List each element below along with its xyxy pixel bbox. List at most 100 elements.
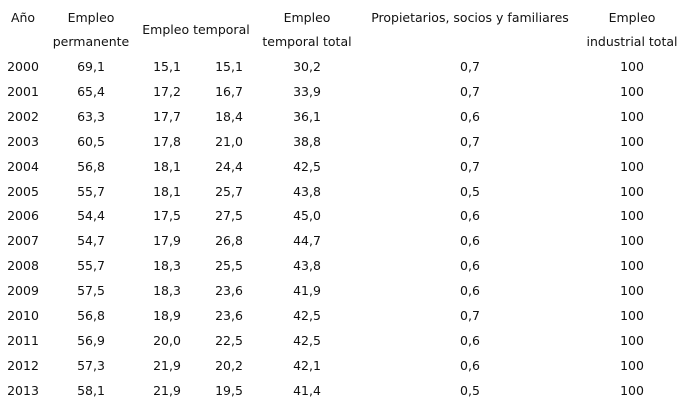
cell-temporary-total: 41,4 xyxy=(293,382,321,398)
cell-temporary-b: 25,7 xyxy=(215,183,243,199)
header-permanent-line2: permanente xyxy=(52,34,130,49)
cell-permanent: 69,1 xyxy=(77,59,105,74)
cell-owners: 0,6 xyxy=(460,283,480,299)
cell-temporary-b: 22,5 xyxy=(215,332,243,348)
cell-year: 2010 xyxy=(7,308,39,323)
cell-temporary-a: 17,5 xyxy=(153,208,181,224)
cell-temporary-total: 44,7 xyxy=(293,233,321,249)
cell-permanent: 56,8 xyxy=(77,308,105,323)
cell-temporary-b: 18,4 xyxy=(215,108,243,124)
cell-permanent: 56,9 xyxy=(77,332,105,348)
cell-temporary-b: 23,6 xyxy=(215,283,243,299)
header-year: Año xyxy=(10,10,36,25)
header-temporary: Empleo temporal xyxy=(142,22,250,37)
cell-year: 2006 xyxy=(7,208,39,224)
cell-temporary-a: 17,7 xyxy=(153,108,181,124)
cell-temporary-b: 19,5 xyxy=(215,382,243,398)
cell-temporary-b: 23,6 xyxy=(215,308,243,323)
cell-temporary-total: 30,2 xyxy=(293,59,321,74)
cell-temporary-a: 17,9 xyxy=(153,233,181,249)
cell-temporary-total: 43,8 xyxy=(293,258,321,274)
cell-permanent: 63,3 xyxy=(77,108,105,124)
cell-year: 2011 xyxy=(7,332,39,348)
cell-temporary-a: 15,1 xyxy=(153,59,181,74)
cell-temporary-total: 43,8 xyxy=(293,183,321,199)
cell-owners: 0,5 xyxy=(460,382,480,398)
cell-industrial-total: 100 xyxy=(620,283,644,299)
cell-industrial-total: 100 xyxy=(620,183,644,199)
cell-temporary-a: 18,3 xyxy=(153,258,181,274)
cell-industrial-total: 100 xyxy=(620,258,644,274)
cell-year: 2000 xyxy=(7,59,39,74)
cell-temporary-b: 16,7 xyxy=(215,83,243,99)
cell-year: 2003 xyxy=(7,133,39,149)
cell-temporary-a: 18,1 xyxy=(153,158,181,174)
cell-industrial-total: 100 xyxy=(620,308,644,323)
cell-temporary-total: 33,9 xyxy=(293,83,321,99)
header-industrial-total-line1: Empleo xyxy=(608,10,656,25)
cell-temporary-total: 42,5 xyxy=(293,308,321,323)
header-owners: Propietarios, socios y familiares xyxy=(371,10,569,25)
cell-year: 2002 xyxy=(7,108,39,124)
cell-permanent: 57,5 xyxy=(77,283,105,299)
cell-owners: 0,7 xyxy=(460,158,480,174)
cell-industrial-total: 100 xyxy=(620,382,644,398)
cell-temporary-a: 20,0 xyxy=(153,332,181,348)
cell-industrial-total: 100 xyxy=(620,59,644,74)
cell-year: 2007 xyxy=(7,233,39,249)
cell-temporary-total: 42,5 xyxy=(293,158,321,174)
cell-industrial-total: 100 xyxy=(620,133,644,149)
header-permanent-line1: Empleo xyxy=(67,10,115,25)
cell-permanent: 58,1 xyxy=(77,382,105,398)
cell-permanent: 54,4 xyxy=(77,208,105,224)
cell-permanent: 55,7 xyxy=(77,183,105,199)
header-industrial-total-line2: industrial total xyxy=(586,34,678,49)
cell-temporary-total: 42,1 xyxy=(293,357,321,373)
cell-temporary-total: 36,1 xyxy=(293,108,321,124)
header-temporary-total-line2: temporal total xyxy=(262,34,352,49)
cell-year: 2013 xyxy=(7,382,39,398)
cell-temporary-b: 21,0 xyxy=(215,133,243,149)
cell-permanent: 56,8 xyxy=(77,158,105,174)
cell-temporary-b: 20,2 xyxy=(215,357,243,373)
cell-owners: 0,6 xyxy=(460,208,480,224)
cell-industrial-total: 100 xyxy=(620,357,644,373)
cell-permanent: 54,7 xyxy=(77,233,105,249)
cell-year: 2004 xyxy=(7,158,39,174)
cell-permanent: 55,7 xyxy=(77,258,105,274)
cell-industrial-total: 100 xyxy=(620,158,644,174)
cell-temporary-b: 26,8 xyxy=(215,233,243,249)
cell-temporary-a: 18,3 xyxy=(153,283,181,299)
cell-permanent: 65,4 xyxy=(77,83,105,99)
cell-owners: 0,7 xyxy=(460,59,480,74)
cell-temporary-total: 38,8 xyxy=(293,133,321,149)
cell-owners: 0,6 xyxy=(460,108,480,124)
cell-permanent: 57,3 xyxy=(77,357,105,373)
header-temporary-total-line1: Empleo xyxy=(283,10,331,25)
cell-industrial-total: 100 xyxy=(620,83,644,99)
cell-temporary-a: 17,2 xyxy=(153,83,181,99)
cell-year: 2008 xyxy=(7,258,39,274)
cell-industrial-total: 100 xyxy=(620,108,644,124)
cell-industrial-total: 100 xyxy=(620,332,644,348)
cell-temporary-total: 41,9 xyxy=(293,283,321,299)
cell-industrial-total: 100 xyxy=(620,208,644,224)
cell-owners: 0,7 xyxy=(460,83,480,99)
cell-year: 2012 xyxy=(7,357,39,373)
cell-owners: 0,5 xyxy=(460,183,480,199)
cell-owners: 0,6 xyxy=(460,233,480,249)
cell-year: 2001 xyxy=(7,83,39,99)
cell-temporary-total: 42,5 xyxy=(293,332,321,348)
cell-owners: 0,6 xyxy=(460,258,480,274)
cell-owners: 0,7 xyxy=(460,308,480,323)
cell-permanent: 60,5 xyxy=(77,133,105,149)
cell-temporary-a: 21,9 xyxy=(153,357,181,373)
cell-owners: 0,6 xyxy=(460,332,480,348)
cell-owners: 0,7 xyxy=(460,133,480,149)
cell-temporary-b: 27,5 xyxy=(215,208,243,224)
cell-temporary-b: 15,1 xyxy=(215,59,243,74)
cell-year: 2005 xyxy=(7,183,39,199)
cell-temporary-a: 18,9 xyxy=(153,308,181,323)
cell-temporary-a: 21,9 xyxy=(153,382,181,398)
cell-temporary-a: 17,8 xyxy=(153,133,181,149)
